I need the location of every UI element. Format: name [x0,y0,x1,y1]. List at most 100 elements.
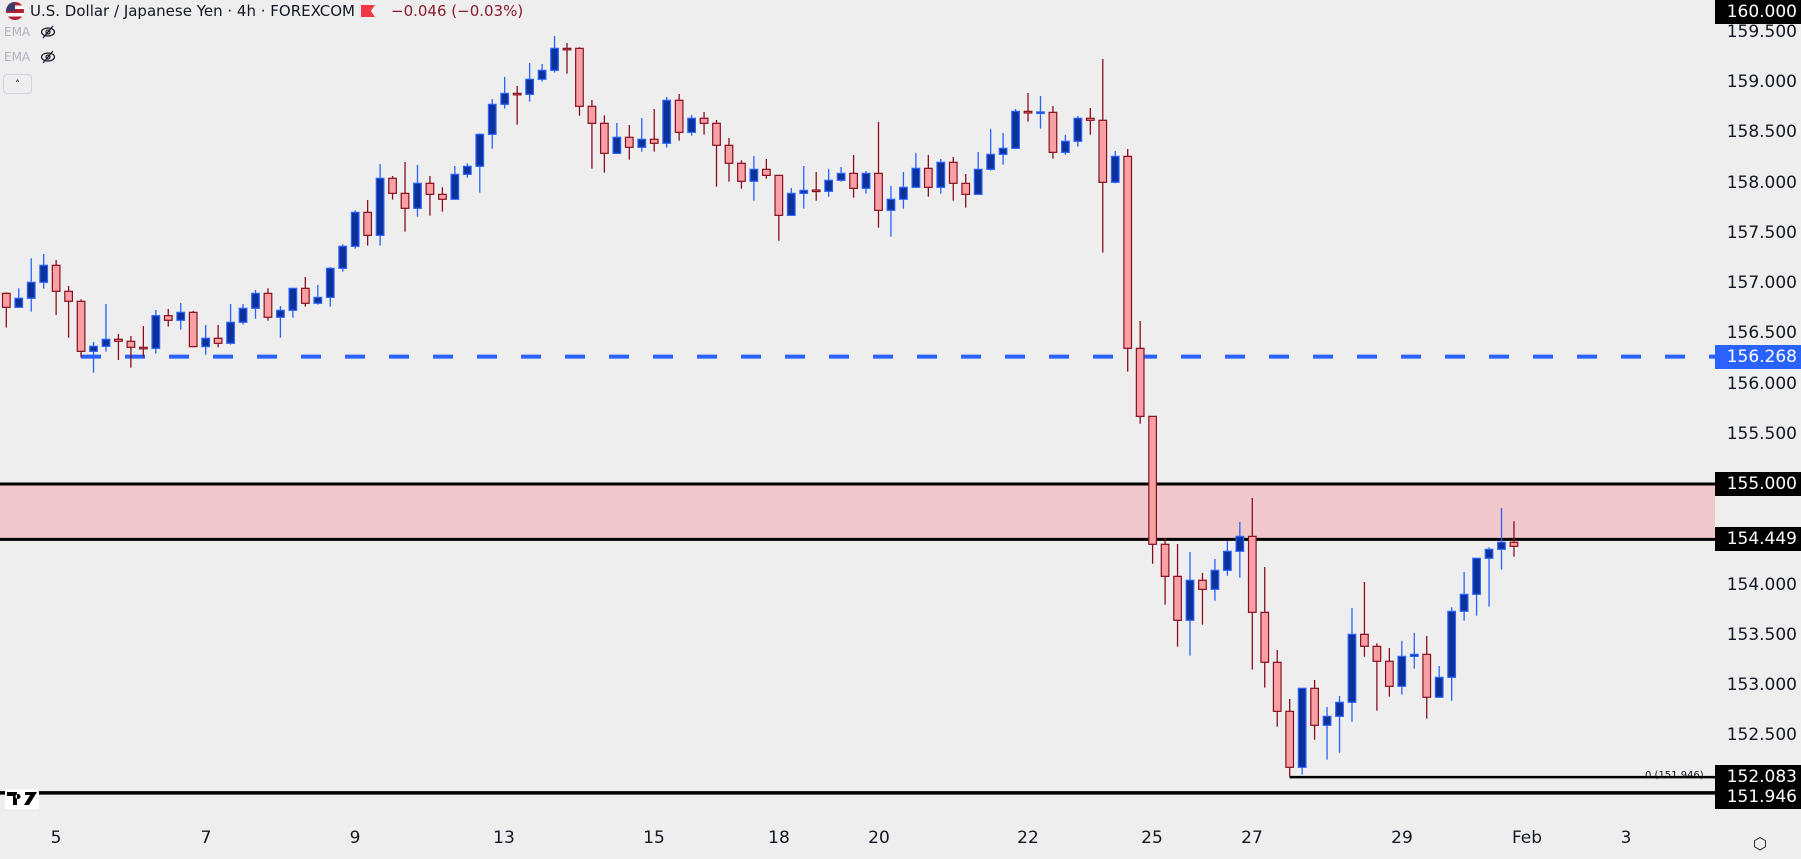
candle-bearish [1272,661,1282,712]
price-level-badge: 151.946 [1715,784,1801,809]
candle-bullish [1073,117,1083,142]
candle-bullish [1434,676,1444,698]
candle-bearish [438,193,447,200]
candle-bearish [1173,575,1182,621]
candle-bullish [1322,715,1332,726]
eye-off-icon[interactable] [40,50,56,64]
symbol-title: U.S. Dollar / Japanese Yen · 4h · FOREXC… [30,2,355,20]
candle-bearish [1098,119,1108,183]
eye-off-icon[interactable] [40,25,56,39]
candle-bullish [14,297,24,308]
price-tick-label: 159.500 [1726,21,1797,42]
candle-bearish [1198,579,1207,590]
candle-bullish [1409,653,1419,657]
candle-bullish [500,92,510,105]
price-tick-label: 158.500 [1726,122,1797,143]
flag-marker-icon[interactable] [361,5,375,17]
settings-icon[interactable]: ⬡ [1753,834,1767,853]
fib-level-label: 0 (151.946) [1645,770,1704,782]
candle-bearish [575,47,584,107]
time-tick-label: 5 [50,828,62,848]
time-tick-label: 18 [768,828,790,848]
symbol-legend[interactable]: U.S. Dollar / Japanese Yen · 4h · FOREXC… [6,2,523,20]
indicator-label: EMA [4,25,31,39]
candle-bearish [724,144,734,164]
price-tick-label: 159.000 [1726,72,1797,92]
candle-bearish [76,300,86,352]
indicator-label: EMA [4,50,31,64]
candle-bullish [1222,550,1232,571]
candle-bullish [325,267,335,298]
tradingview-logo [5,789,39,809]
price-level-badge: 156.268 [1715,344,1801,369]
candle-bullish [276,309,285,318]
candle-bullish [749,168,759,182]
candle-bullish [226,321,235,344]
candle-bullish [550,47,559,71]
candle-bullish [1185,579,1195,621]
candle-bullish [973,168,983,195]
candle-bullish [1459,593,1469,612]
candle-bearish [114,338,123,342]
collapse-legend-button[interactable]: ˄ [3,74,32,94]
price-tick-label: 155.500 [1726,423,1797,444]
candle-bearish [737,162,746,182]
time-tick-label: Feb [1511,828,1543,848]
candle-bullish [413,182,422,209]
candle-bearish [1135,347,1145,417]
candle-bearish [923,167,933,188]
candle-bullish [1210,569,1220,590]
candle-bullish [986,153,996,170]
candle-bearish [649,138,659,144]
price-tick-label: 157.500 [1726,222,1797,243]
candle-bullish [350,211,360,247]
candle-bullish [899,186,908,200]
candle-bullish [861,172,871,189]
price-level-badge: 154.449 [1715,527,1801,552]
time-tick-label: 3 [1620,828,1632,848]
candle-bearish [1422,653,1432,698]
candle-bullish [288,287,298,311]
candle-bearish [1310,687,1320,726]
candle-bearish [400,192,410,209]
candle-bullish [338,245,348,269]
candle-bullish [39,264,49,283]
candle-bearish [188,311,198,348]
candle-bullish [238,307,248,323]
candle-bearish [961,182,971,195]
candle-bearish [1372,645,1382,662]
candle-bullish [26,281,36,299]
candle-bullish [537,69,547,80]
indicator-ema-2[interactable]: EMA [4,50,56,64]
indicator-ema-1[interactable]: EMA [4,25,56,39]
candle-bullish [1060,140,1070,153]
candle-bearish [562,47,572,51]
candle-bullish [687,117,696,133]
candle-bearish [774,174,784,216]
candle-bearish [1,292,11,308]
candle-bearish [163,315,173,321]
candle-bullish [1110,155,1120,183]
candle-bearish [674,99,684,133]
candle-bullish [1036,111,1045,115]
candle-bearish [1023,110,1033,114]
candle-bullish [1347,633,1357,703]
price-level-badge: 152.083 [1715,765,1801,790]
candle-bullish [786,192,796,216]
candle-bearish [1360,633,1369,647]
candle-bullish [89,345,98,352]
time-tick-label: 25 [1141,828,1163,848]
time-tick-label: 22 [1017,828,1039,848]
candle-bullish [487,103,497,135]
candle-bearish [213,337,223,344]
chevron-up-icon: ˄ [14,77,21,91]
candle-bullish [1447,610,1457,678]
candle-bearish [512,92,522,96]
candle-bearish [363,211,373,236]
candle-bullish [1335,701,1344,717]
candle-bullish [1397,655,1407,687]
candle-bullish [662,99,672,144]
candle-bearish [1048,111,1058,153]
candle-bearish [126,340,136,348]
